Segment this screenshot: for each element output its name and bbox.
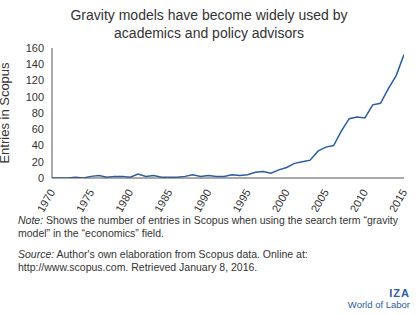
svg-text:1985: 1985: [152, 187, 175, 212]
svg-text:Entries in Scopus: Entries in Scopus: [8, 62, 12, 164]
svg-text:40: 40: [32, 139, 44, 151]
svg-text:1980: 1980: [113, 187, 136, 212]
svg-text:2005: 2005: [308, 187, 331, 212]
svg-text:160: 160: [26, 42, 44, 54]
svg-text:1990: 1990: [191, 187, 214, 212]
svg-text:0: 0: [38, 172, 44, 184]
svg-text:80: 80: [32, 107, 44, 119]
svg-text:2015: 2015: [387, 187, 410, 212]
html-text:Source: Author's own elaborati: Source: Author's own elaboration from Sc…: [18, 248, 308, 273]
svg-text:2000: 2000: [269, 187, 292, 212]
html-text:IZA: IZA: [389, 287, 410, 299]
svg-text:1995: 1995: [230, 187, 253, 212]
svg-text:120: 120: [26, 74, 44, 86]
svg-text:2010: 2010: [347, 187, 370, 212]
html-text:Note: Shows the number of entr: Note: Shows the number of entries in Sco…: [18, 214, 398, 239]
html-text:Gravity models have become wid: Gravity models have become widely used b…: [70, 7, 348, 41]
svg-text:60: 60: [32, 123, 44, 135]
svg-text:140: 140: [26, 58, 44, 70]
svg-text:20: 20: [32, 156, 44, 168]
svg-text:100: 100: [26, 91, 44, 103]
svg-text:1975: 1975: [74, 187, 97, 212]
html-text:World of Labor: World of Labor: [347, 299, 410, 310]
svg-text:1970: 1970: [35, 187, 58, 212]
